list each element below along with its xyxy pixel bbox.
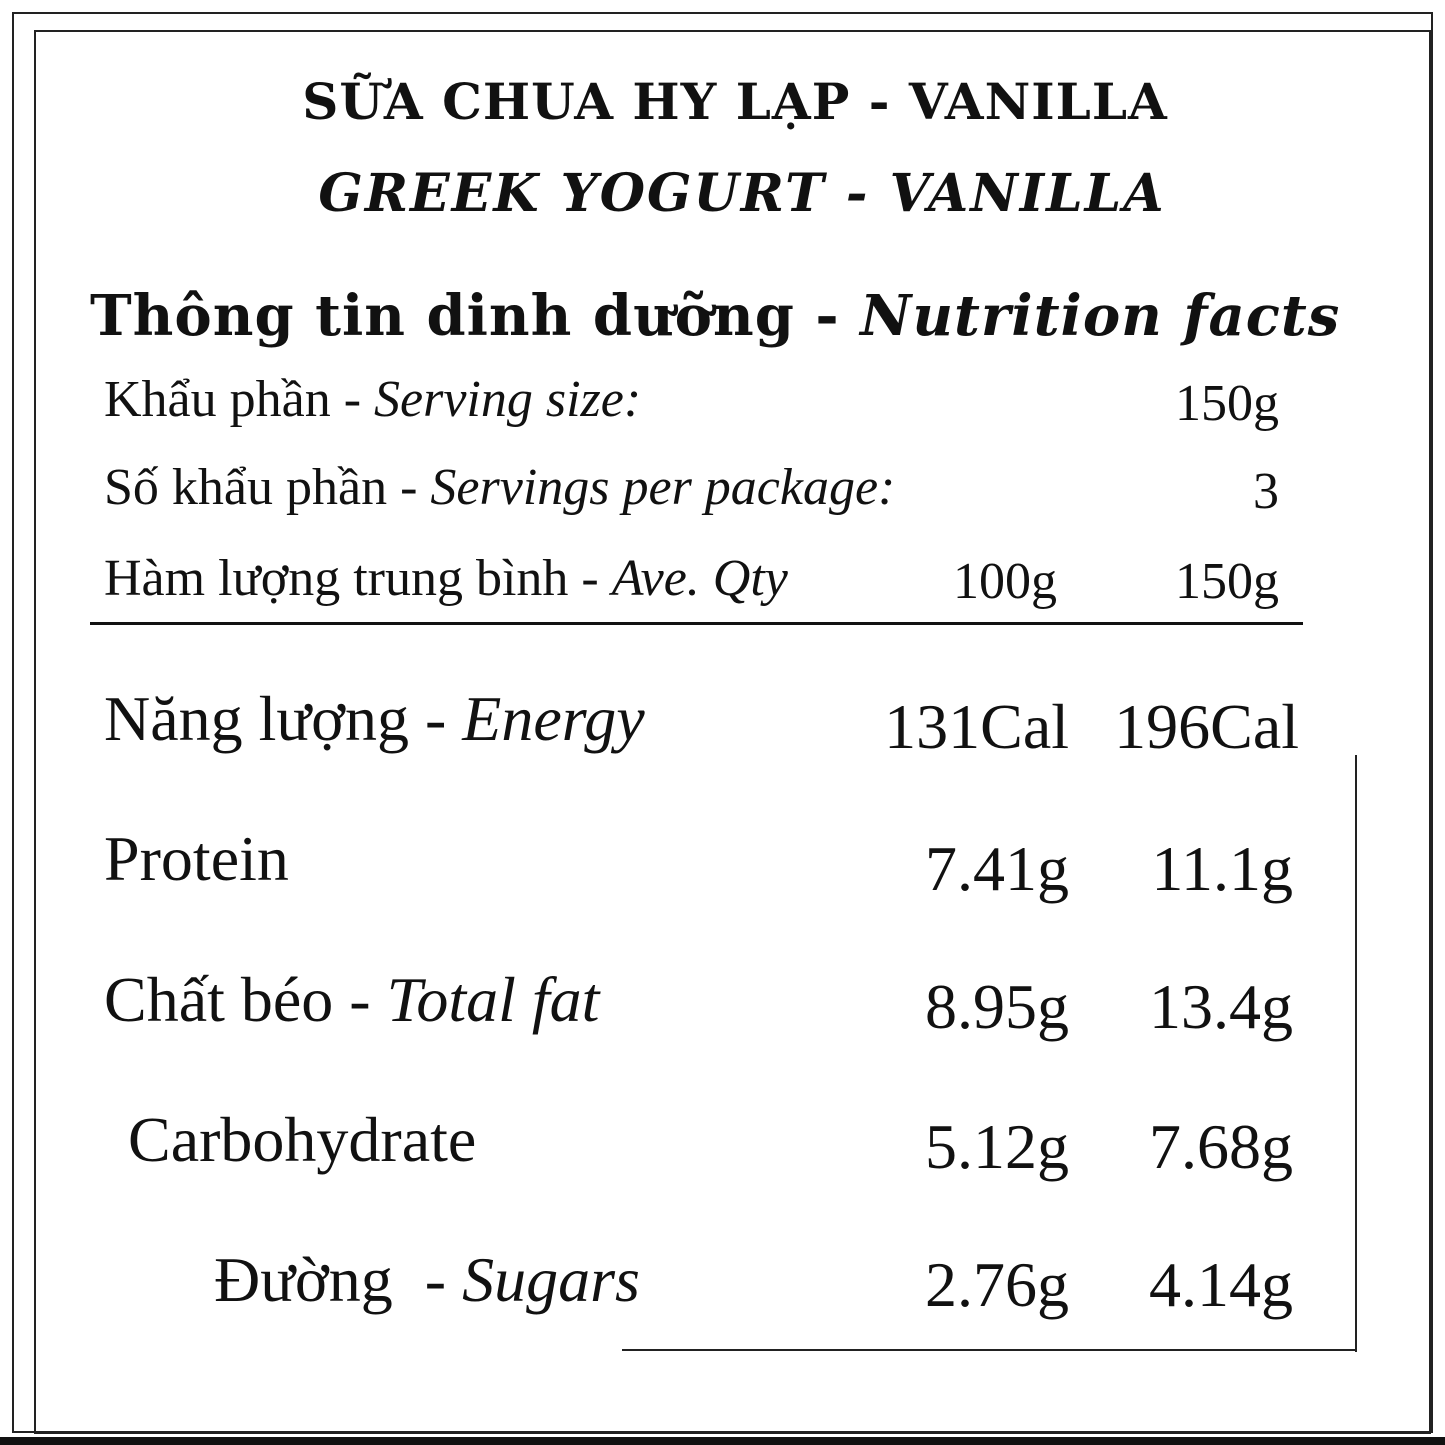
total-fat-label: Chất béo - Total fat	[104, 964, 600, 1035]
average-quantity-label-en: Ave. Qty	[611, 550, 788, 607]
bottom-border-bar	[0, 1437, 1445, 1445]
serving-size-value: 150g	[1175, 375, 1279, 432]
energy-per-100g: 131Cal	[884, 691, 1069, 762]
table-bottom-border	[622, 1349, 1357, 1351]
protein-per-100g: 7.41g	[925, 833, 1069, 904]
inner-frame	[34, 30, 1431, 1434]
serving-size-label-vi: Khẩu phần -	[104, 371, 375, 428]
column-header-100g: 100g	[953, 553, 1057, 610]
carbohydrate-label: Carbohydrate	[128, 1104, 477, 1175]
total-fat-per-150g: 13.4g	[1149, 971, 1293, 1042]
nutrition-heading-vi: Thông tin dinh dưỡng -	[90, 283, 861, 349]
serving-size-label-en: Serving size:	[374, 371, 642, 428]
serving-size-label: Khẩu phần - Serving size:	[104, 370, 641, 429]
column-header-150g: 150g	[1175, 553, 1279, 610]
servings-per-package-label: Số khẩu phần - Servings per package:	[104, 458, 895, 517]
protein-per-150g: 11.1g	[1151, 833, 1293, 904]
header-divider	[90, 622, 1303, 625]
servings-per-package-label-en: Servings per package:	[430, 459, 896, 516]
carbohydrate-per-150g: 7.68g	[1149, 1111, 1293, 1182]
carbohydrate-per-100g: 5.12g	[925, 1111, 1069, 1182]
table-right-border	[1355, 755, 1357, 1352]
energy-label: Năng lượng - Energy	[104, 683, 645, 754]
product-title-vietnamese: SỮA CHUA HY LẠP - VANILLA	[302, 72, 1168, 131]
sugars-per-150g: 4.14g	[1149, 1249, 1293, 1320]
average-quantity-label: Hàm lượng trung bình - Ave. Qty	[104, 549, 788, 608]
nutrition-heading-en: Nutrition facts	[860, 283, 1341, 349]
protein-label: Protein	[104, 823, 289, 894]
servings-per-package-value: 3	[1253, 463, 1279, 520]
total-fat-per-100g: 8.95g	[925, 971, 1069, 1042]
servings-per-package-label-vi: Số khẩu phần -	[104, 459, 431, 516]
sugars-per-100g: 2.76g	[925, 1249, 1069, 1320]
nutrition-heading: Thông tin dinh dưỡng - Nutrition facts	[90, 283, 1340, 349]
product-title-english: GREEK YOGURT - VANILLA	[318, 163, 1166, 224]
average-quantity-label-vi: Hàm lượng trung bình -	[104, 550, 612, 607]
energy-per-150g: 196Cal	[1114, 691, 1299, 762]
sugars-label: Đường - Sugars	[214, 1244, 640, 1315]
